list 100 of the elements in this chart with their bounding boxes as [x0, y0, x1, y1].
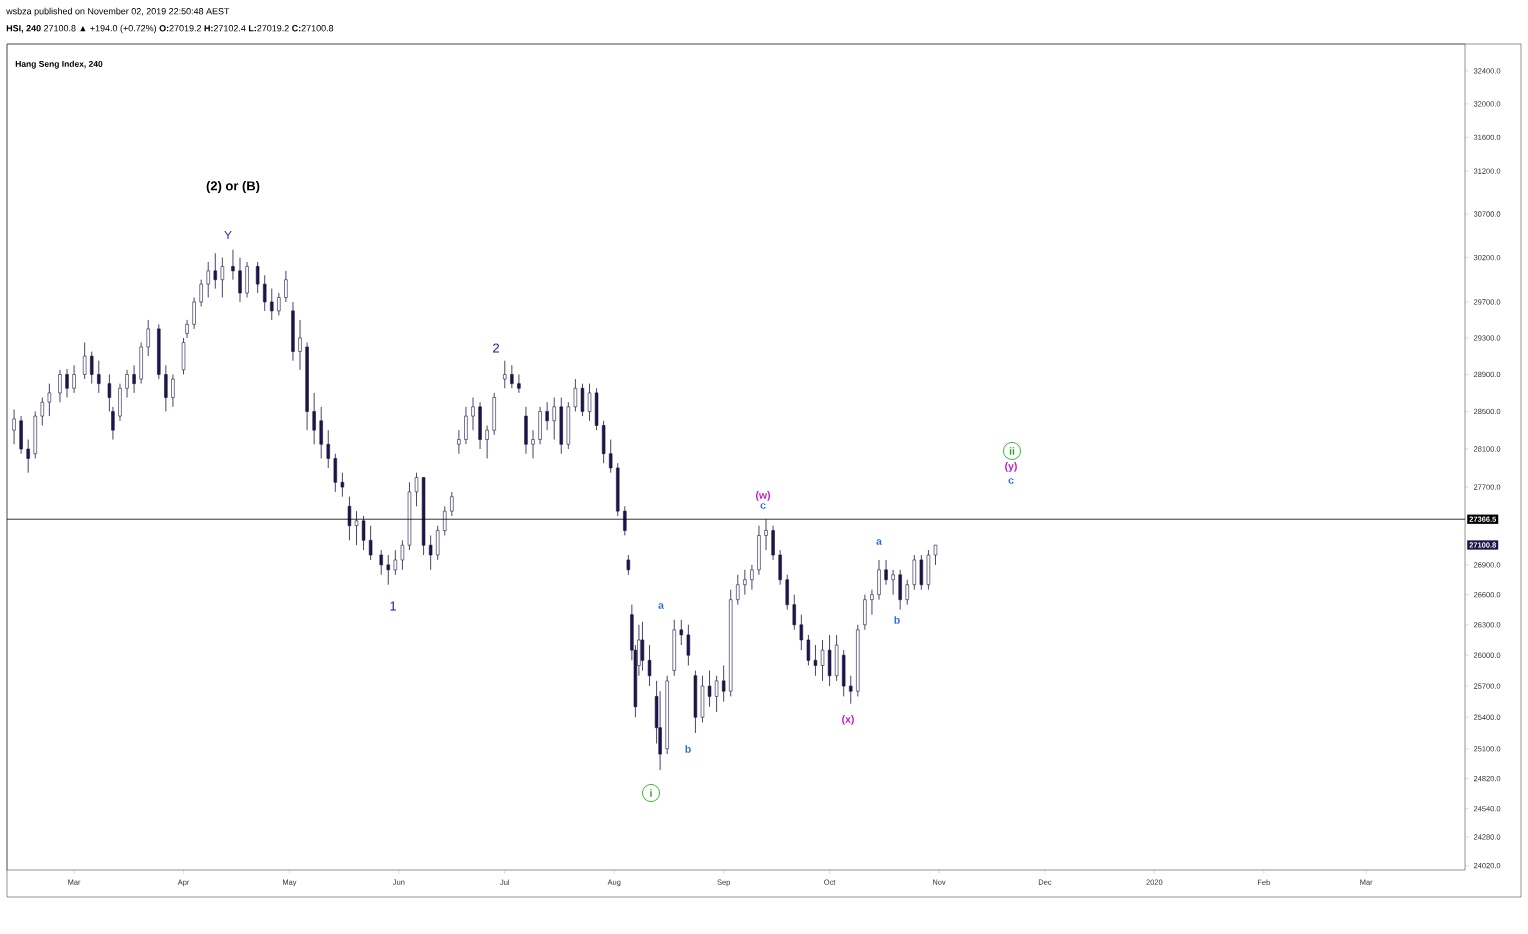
candlestick	[764, 518, 768, 551]
annotation: i	[650, 789, 652, 797]
candlestick	[580, 383, 585, 417]
candlestick	[587, 383, 592, 422]
candlestick	[552, 397, 556, 440]
candlestick	[647, 644, 652, 687]
candlestick	[626, 554, 631, 576]
candlestick	[319, 406, 323, 459]
candlestick	[333, 453, 338, 493]
candlestick	[164, 364, 168, 412]
text: wsbza published on November 02, 2019 22:50:48 AEST	[6, 7, 230, 17]
candlestick	[799, 614, 804, 651]
candlestick	[517, 374, 521, 394]
candlestick	[270, 288, 274, 321]
candlestick	[107, 374, 112, 412]
annotation: (x)	[842, 715, 854, 725]
candlestick	[870, 589, 874, 616]
candlestick	[65, 368, 69, 398]
candlestick	[679, 619, 684, 646]
candlestick	[326, 429, 330, 469]
candlestick	[206, 261, 210, 298]
candlestick	[450, 491, 454, 517]
candlestick	[510, 364, 514, 389]
candlestick	[368, 525, 373, 561]
candlestick	[400, 539, 405, 571]
candlestick	[185, 319, 189, 339]
annotation: (y)	[1005, 462, 1017, 472]
candlestick	[312, 392, 316, 445]
candlestick	[884, 559, 888, 586]
candlestick	[443, 505, 447, 536]
candlestick	[905, 579, 909, 606]
candlestick	[608, 439, 613, 474]
candlestick	[623, 505, 627, 536]
candlestick	[813, 644, 818, 677]
annotation: 2	[493, 343, 499, 353]
candlestick	[347, 496, 352, 541]
annotation: ii	[1009, 447, 1015, 455]
text: HSI, 240 27100.8 ▲ +194.0 (+0.72%) O:27019.2 H:27102.4 L:27019.2 C:27100.8	[6, 24, 334, 34]
candlestick	[640, 621, 645, 672]
candlestick	[263, 274, 267, 312]
candlestick	[220, 257, 225, 298]
annotation: c	[1008, 478, 1014, 484]
candlestick	[686, 624, 691, 666]
candlestick	[714, 675, 719, 713]
candlestick	[171, 374, 175, 408]
candlestick	[736, 574, 740, 606]
candlestick	[72, 364, 76, 394]
candlestick	[707, 670, 712, 708]
candlestick	[933, 544, 938, 566]
candlestick	[849, 675, 853, 705]
candlestick	[213, 252, 217, 289]
candlestick	[503, 360, 507, 389]
annotation: b	[685, 745, 691, 753]
candlestick	[471, 397, 475, 431]
candlestick	[354, 510, 359, 546]
candlestick	[40, 397, 45, 426]
candlestick	[386, 554, 390, 586]
candlestick	[90, 351, 94, 385]
candlestick	[298, 319, 302, 371]
candlestick	[806, 634, 811, 666]
candlestick	[277, 292, 281, 316]
candlestick	[891, 569, 895, 596]
candlestick	[361, 515, 366, 551]
candlestick	[750, 564, 754, 591]
candlestick	[340, 472, 345, 498]
candlestick	[485, 425, 489, 459]
annotation: a	[658, 603, 664, 609]
annotation: (w)	[755, 491, 771, 501]
candlestick	[255, 261, 260, 294]
candlestick	[457, 429, 461, 455]
candlestick	[428, 535, 433, 571]
candlestick	[47, 383, 52, 417]
annotation: c	[760, 503, 766, 509]
candlestick	[393, 549, 398, 576]
candlestick	[379, 549, 383, 576]
candlestick	[284, 270, 288, 303]
candlestick	[111, 406, 115, 440]
annotation: a	[876, 539, 882, 545]
candlestick	[12, 409, 16, 445]
candlestick	[238, 257, 242, 303]
candlestick	[97, 360, 101, 394]
annotation: 1	[390, 601, 396, 611]
candlestick	[743, 569, 747, 596]
candlestick	[414, 472, 419, 507]
candlestick	[792, 594, 796, 631]
candlestick	[26, 439, 30, 474]
annotation: Y	[224, 230, 232, 240]
candlestick	[464, 406, 468, 445]
candlestick	[573, 378, 578, 412]
annotation: b	[894, 616, 900, 624]
candlestick	[231, 249, 235, 281]
candlestick	[545, 401, 549, 431]
candlestick	[199, 279, 203, 307]
text: Hang Seng Index, 240	[15, 60, 103, 69]
candlestick	[132, 364, 136, 394]
candlestick	[820, 639, 825, 682]
candlestick	[82, 342, 87, 380]
candlestick	[531, 429, 535, 459]
candlestick	[192, 297, 196, 330]
candlestick	[146, 319, 150, 357]
